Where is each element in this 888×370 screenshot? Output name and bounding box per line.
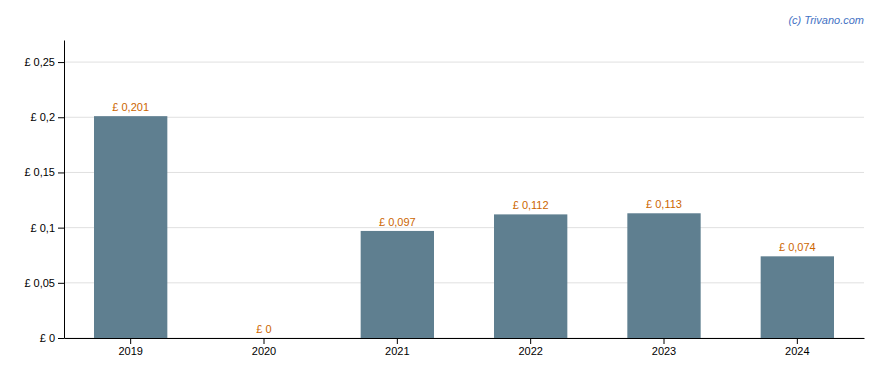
data-label: £ 0,201 bbox=[112, 101, 149, 113]
x-axis: 2019 2020 2021 2022 2023 2024 bbox=[65, 338, 865, 357]
x-tick-label: 2019 bbox=[118, 345, 142, 357]
y-tick-label: £ 0,15 bbox=[24, 166, 55, 178]
grid-line bbox=[64, 172, 864, 173]
y-tick-mark bbox=[58, 172, 64, 173]
chart-svg: £ 0£ 0,05£ 0,1£ 0,15£ 0,2£ 0,25201920202… bbox=[0, 0, 888, 370]
y-tick-mark bbox=[58, 338, 64, 339]
x-tick: 2023 bbox=[652, 338, 676, 357]
plot-area: £ 0£ 0,05£ 0,1£ 0,15£ 0,2£ 0,25201920202… bbox=[24, 41, 864, 357]
watermark: (c) Trivano.com bbox=[788, 14, 864, 26]
y-tick: £ 0,15 bbox=[24, 166, 64, 178]
grid-line bbox=[64, 62, 864, 63]
y-axis-line bbox=[64, 41, 65, 339]
data-label: £ 0,074 bbox=[779, 241, 816, 253]
bar bbox=[627, 213, 700, 338]
y-tick: £ 0,25 bbox=[24, 56, 64, 68]
x-tick-mark bbox=[397, 338, 398, 344]
x-tick-label: 2024 bbox=[785, 345, 809, 357]
data-labels: £ 0,201 £ 0 £ 0,097 £ 0,112 £ 0,113 £ 0,074 bbox=[112, 101, 815, 335]
x-tick-mark bbox=[130, 338, 131, 344]
y-axis: £ 0 £ 0,05 £ 0,1 £ 0,15 £ 0,2 £ 0,25 bbox=[24, 41, 64, 345]
y-tick-mark bbox=[58, 228, 64, 229]
data-label: £ 0 bbox=[256, 323, 271, 335]
bars bbox=[94, 116, 834, 338]
x-tick-mark bbox=[797, 338, 798, 344]
bar bbox=[494, 214, 567, 338]
grid-line bbox=[64, 282, 864, 283]
y-tick-mark bbox=[58, 283, 64, 284]
y-tick: £ 0 bbox=[40, 332, 64, 344]
y-tick: £ 0,05 bbox=[24, 277, 64, 289]
y-tick-label: £ 0,25 bbox=[24, 56, 55, 68]
x-tick-mark bbox=[664, 338, 665, 344]
x-tick-label: 2020 bbox=[252, 345, 276, 357]
x-tick: 2022 bbox=[518, 338, 542, 357]
data-label: £ 0,112 bbox=[513, 199, 549, 211]
x-axis-line bbox=[65, 338, 865, 339]
y-tick: £ 0,1 bbox=[31, 222, 64, 234]
grid bbox=[64, 62, 864, 338]
x-tick-label: 2022 bbox=[518, 345, 542, 357]
x-tick-mark bbox=[530, 338, 531, 344]
bar bbox=[761, 256, 834, 338]
y-tick-label: £ 0,2 bbox=[31, 111, 55, 123]
bar bbox=[361, 231, 434, 338]
y-tick: £ 0,2 bbox=[31, 111, 64, 123]
x-tick-mark bbox=[264, 338, 265, 344]
grid-line bbox=[64, 117, 864, 118]
y-tick-mark bbox=[58, 117, 64, 118]
y-tick-label: £ 0,05 bbox=[24, 277, 55, 289]
x-tick-label: 2021 bbox=[385, 345, 409, 357]
y-tick-mark bbox=[58, 62, 64, 63]
grid-line bbox=[64, 227, 864, 228]
bar bbox=[94, 116, 167, 338]
y-tick-label: £ 0 bbox=[40, 332, 55, 344]
data-label: £ 0,113 bbox=[646, 198, 682, 210]
x-tick: 2024 bbox=[785, 338, 809, 357]
bar bbox=[227, 338, 300, 339]
x-tick: 2020 bbox=[252, 338, 276, 357]
x-tick: 2019 bbox=[118, 338, 142, 357]
data-label: £ 0,097 bbox=[379, 216, 416, 228]
grid-line bbox=[64, 338, 864, 339]
y-tick-label: £ 0,1 bbox=[31, 222, 55, 234]
x-tick: 2021 bbox=[385, 338, 409, 357]
x-tick-label: 2023 bbox=[652, 345, 676, 357]
